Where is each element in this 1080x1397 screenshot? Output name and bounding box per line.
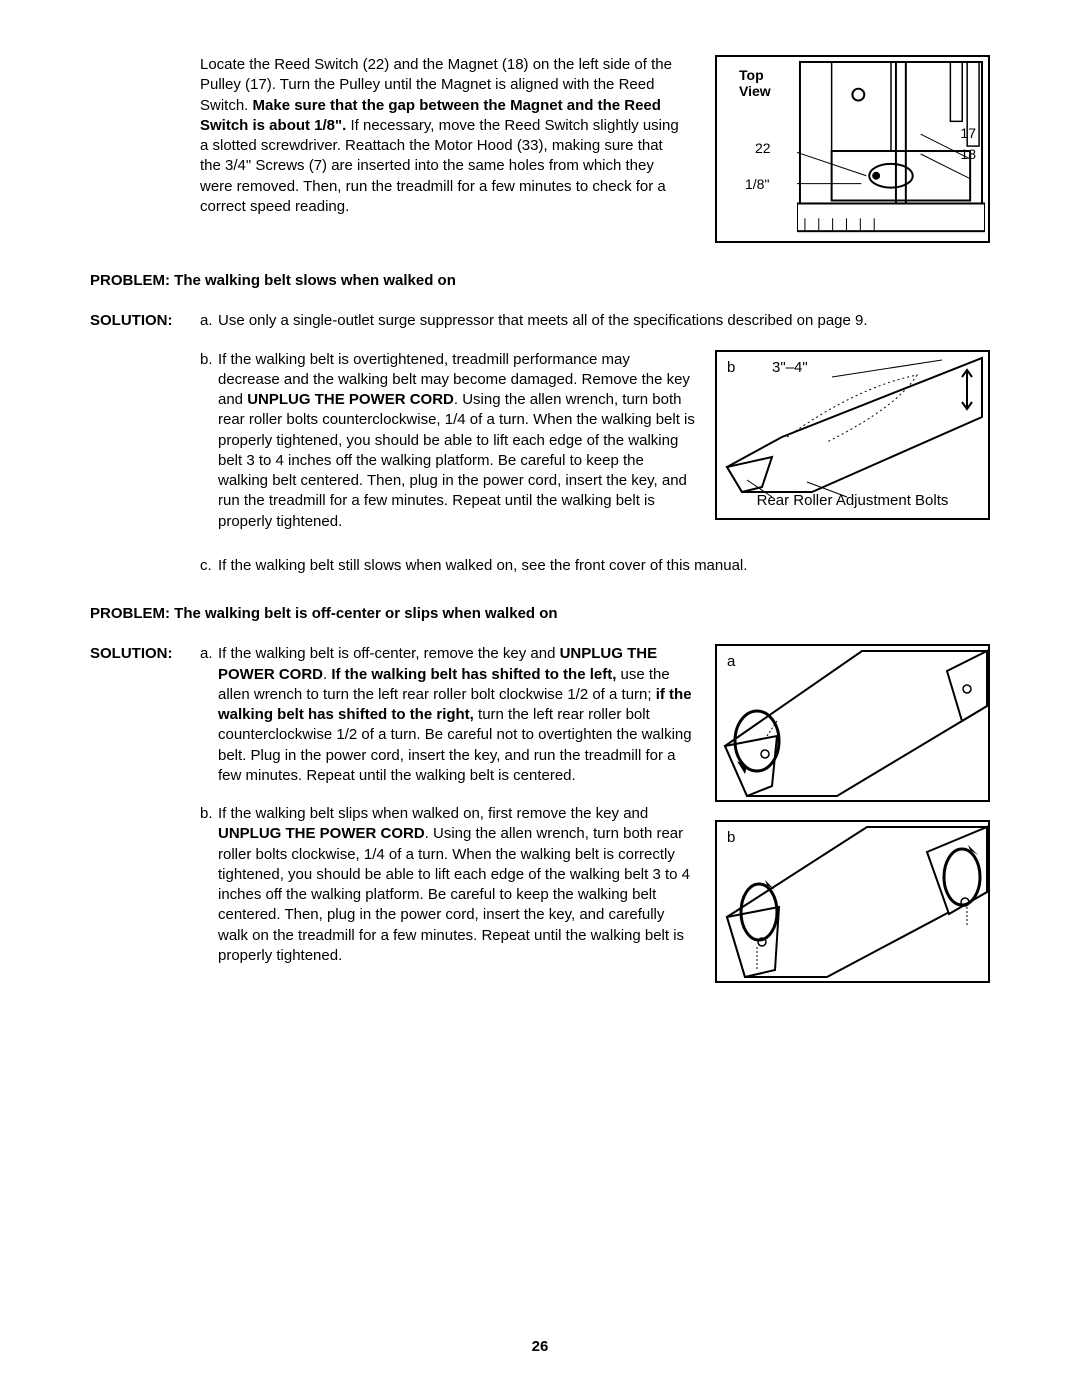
letter-a-2: a. [200,644,218,786]
diagram-adjust-both: b [715,820,990,983]
mechanism-icon [797,60,985,240]
diagram-top-view: Top View 22 1/8" 17 18 [715,55,990,243]
sol1-a-text: Use only a single-outlet surge suppresso… [218,311,990,331]
diagram-belt-lift: b 3"–4" Rear Roller Adjustment Bolts [715,350,990,520]
label-eighth-inch: 1/8" [745,175,769,194]
letter-b-2: b. [200,804,218,966]
label-top-view: Top View [739,67,771,99]
letter-b: b. [200,350,218,532]
sol2-b-text: If the walking belt slips when walked on… [218,804,695,966]
sol1-c-text: If the walking belt still slows when wal… [218,556,990,576]
problem-2-heading: PROBLEM: The walking belt is off-center … [90,604,990,624]
solution-label-2: SOLUTION: [90,644,200,786]
letter-a: a. [200,311,218,331]
sol2-a-text: If the walking belt is off-center, remov… [218,644,695,786]
page-number: 26 [0,1337,1080,1357]
solution-label-1: SOLUTION: [90,311,200,331]
intro-paragraph: Locate the Reed Switch (22) and the Magn… [90,55,695,243]
problem-1-heading: PROBLEM: The walking belt slows when wal… [90,271,990,291]
diagram-adjust-left: a [715,644,990,802]
adjust-left-icon [717,646,992,804]
adjust-both-icon [717,822,992,985]
letter-c: c. [200,556,218,576]
sol1-b-text: If the walking belt is overtightened, tr… [218,350,695,532]
belt-lift-icon [717,352,992,522]
label-22: 22 [755,139,771,158]
